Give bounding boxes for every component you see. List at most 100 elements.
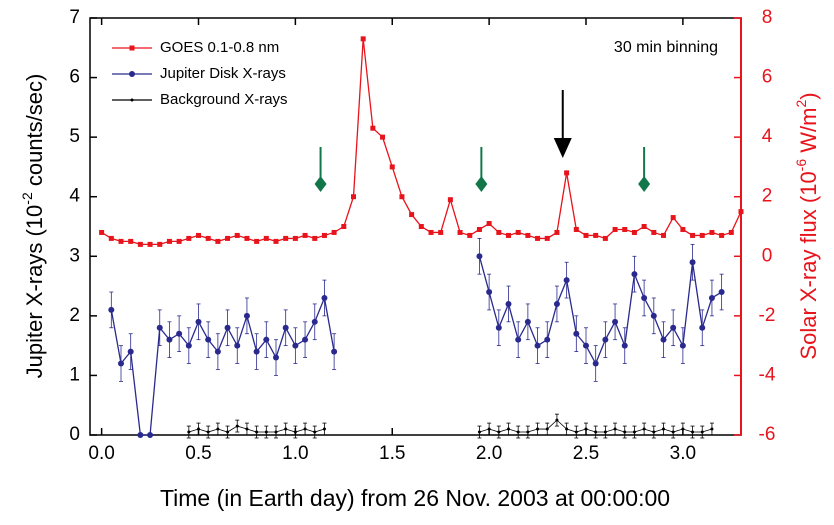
data-point	[476, 226, 482, 232]
data-point	[719, 232, 725, 238]
y-tick-label: 7	[69, 7, 80, 28]
data-point	[584, 427, 588, 431]
y2-tick-label: -6	[759, 424, 776, 445]
data-point	[662, 427, 665, 431]
data-point	[612, 318, 619, 325]
data-point	[292, 342, 299, 349]
data-point	[699, 232, 705, 238]
data-point	[176, 238, 182, 244]
data-point	[331, 348, 338, 355]
data-point	[526, 430, 530, 434]
data-point	[282, 324, 289, 331]
data-point	[156, 324, 163, 331]
data-point	[147, 241, 153, 247]
data-point	[389, 164, 395, 170]
data-point	[728, 229, 734, 235]
data-point	[515, 336, 522, 343]
data-point	[234, 342, 241, 349]
y2-tick-label: 0	[762, 245, 773, 266]
data-point	[127, 348, 134, 355]
data-point	[555, 418, 559, 422]
data-point	[495, 324, 502, 331]
data-point	[321, 232, 327, 238]
data-point	[187, 430, 191, 434]
data-point	[602, 336, 609, 343]
x-tick-label: 2.5	[573, 443, 599, 464]
data-point	[708, 294, 715, 301]
annotation: 30 min binning	[614, 39, 718, 56]
data-point	[680, 226, 686, 232]
data-point	[137, 241, 143, 247]
arrow-head	[553, 138, 572, 158]
data-point	[360, 36, 366, 42]
y2-tick-label: -4	[759, 364, 776, 385]
data-point	[205, 235, 211, 241]
data-point	[292, 235, 298, 241]
data-point	[516, 430, 520, 434]
data-point	[226, 430, 230, 434]
data-point	[661, 232, 666, 238]
y-label-part: counts/sec)	[22, 74, 47, 193]
data-point	[196, 232, 201, 238]
data-point	[507, 427, 510, 431]
data-point	[244, 235, 250, 241]
data-point	[738, 209, 744, 215]
y2-tick-label: 6	[762, 67, 773, 88]
y2-tick-label: 2	[762, 186, 773, 207]
data-point	[234, 232, 240, 238]
y-tick-label: 3	[69, 245, 80, 266]
y-tick-label: 4	[69, 186, 80, 207]
data-point	[486, 289, 493, 296]
data-point	[534, 342, 541, 349]
y-axis-label: Jupiter X-rays (10-2 counts/sec)	[19, 74, 47, 379]
data-point	[273, 354, 279, 361]
x-tick-label: 3.0	[670, 443, 696, 464]
data-point	[186, 235, 192, 241]
data-point	[506, 232, 511, 238]
data-point	[496, 229, 502, 235]
data-point	[622, 226, 628, 232]
data-point	[253, 348, 260, 355]
data-point	[303, 427, 307, 431]
data-point	[263, 336, 270, 343]
data-point	[553, 300, 560, 307]
y2-tick-label: -2	[759, 305, 776, 326]
data-point	[380, 134, 386, 140]
data-point	[418, 224, 424, 229]
data-point	[710, 427, 714, 431]
y-label-sup: -2	[19, 192, 35, 205]
data-point	[166, 238, 172, 244]
data-point	[108, 235, 114, 241]
data-point	[642, 427, 646, 431]
data-point	[554, 229, 560, 235]
data-point	[118, 360, 124, 367]
data-point	[235, 424, 239, 428]
data-point	[293, 430, 297, 434]
event-diamond	[475, 176, 488, 192]
data-point	[536, 427, 540, 431]
y2-label-part: Solar X-ray flux (10	[796, 171, 821, 359]
data-point	[313, 430, 317, 434]
data-point	[565, 427, 569, 431]
y2-tick-label: 4	[762, 126, 773, 147]
data-point	[535, 235, 541, 241]
data-point	[331, 229, 337, 235]
x-axis-label: Time (in Earth day) from 26 Nov. 2003 at…	[160, 485, 670, 511]
data-point	[690, 232, 696, 238]
data-point	[487, 427, 491, 431]
data-point	[195, 318, 202, 325]
data-point	[166, 336, 173, 343]
y-tick-label: 6	[69, 67, 80, 88]
legend-marker	[129, 71, 135, 77]
data-point	[206, 430, 210, 434]
data-point	[302, 336, 309, 343]
data-point	[476, 253, 483, 260]
data-point	[497, 430, 501, 434]
data-point	[477, 430, 481, 434]
data-point	[670, 324, 677, 331]
data-point	[631, 229, 637, 235]
data-point	[438, 229, 444, 235]
data-point	[224, 324, 231, 331]
data-point	[602, 235, 608, 241]
